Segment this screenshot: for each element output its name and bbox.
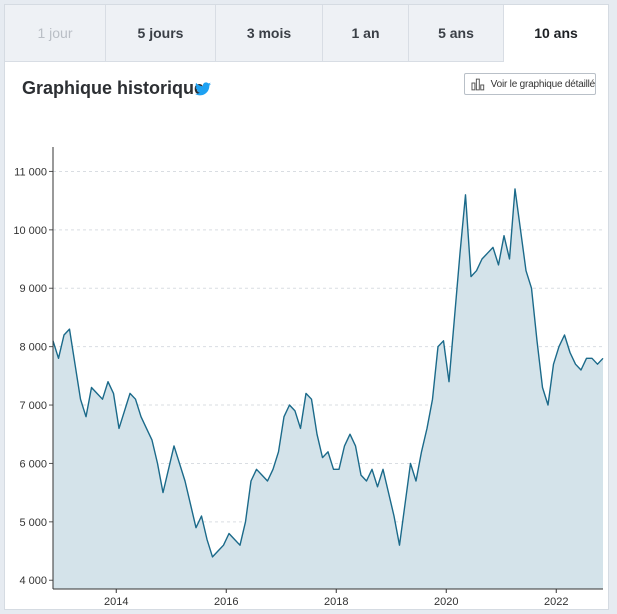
detailed-chart-button[interactable]: Voir le graphique détaillé bbox=[464, 73, 596, 95]
y-tick-label: 5 000 bbox=[19, 517, 47, 529]
x-tick-label: 2020 bbox=[434, 596, 458, 605]
x-tick-label: 2022 bbox=[544, 596, 568, 605]
y-tick-label: 4 000 bbox=[19, 575, 47, 587]
y-tick-label: 11 000 bbox=[14, 166, 47, 178]
tab-5-days[interactable]: 5 jours bbox=[106, 5, 216, 62]
tab-5-years[interactable]: 5 ans bbox=[409, 5, 504, 62]
y-tick-label: 8 000 bbox=[19, 342, 47, 354]
detailed-chart-label: Voir le graphique détaillé bbox=[490, 78, 596, 90]
bar-chart-icon bbox=[471, 78, 485, 91]
y-tick-label: 9 000 bbox=[19, 283, 47, 295]
y-tick-label: 6 000 bbox=[19, 458, 47, 470]
y-tick-label: 10 000 bbox=[13, 225, 47, 237]
tab-1-year[interactable]: 1 an bbox=[323, 5, 409, 62]
twitter-icon[interactable] bbox=[195, 82, 211, 96]
x-tick-label: 2018 bbox=[324, 596, 348, 605]
period-tabs: 1 jour 5 jours 3 mois 1 an 5 ans 10 ans bbox=[5, 5, 608, 63]
tab-10-years[interactable]: 10 ans bbox=[504, 5, 608, 62]
y-tick-label: 7 000 bbox=[19, 400, 47, 412]
series-area bbox=[53, 189, 603, 589]
price-history-chart: 4 000 5 000 6 000 7 000 8 000 9 000 10 000 11 0… bbox=[13, 147, 604, 605]
chart-panel: 1 jour 5 jours 3 mois 1 an 5 ans 10 ans … bbox=[4, 4, 609, 610]
series-line bbox=[52, 188, 604, 558]
page-title: Graphique historique bbox=[22, 78, 205, 98]
x-tick-label: 2016 bbox=[214, 596, 238, 605]
x-tick-label: 2014 bbox=[104, 596, 128, 605]
tab-3-months[interactable]: 3 mois bbox=[216, 5, 323, 62]
tab-1-day: 1 jour bbox=[5, 5, 106, 62]
